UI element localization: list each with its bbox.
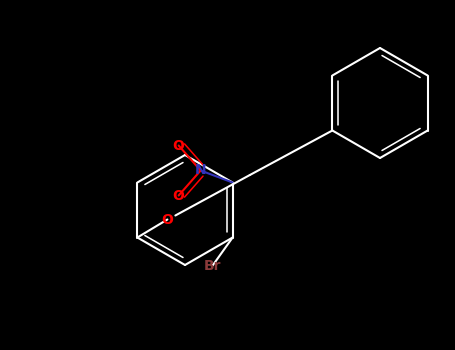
Text: O: O — [173, 189, 185, 203]
Text: O: O — [173, 139, 185, 153]
Text: Br: Br — [204, 259, 222, 273]
Text: O: O — [162, 212, 173, 226]
Text: N: N — [195, 163, 207, 177]
